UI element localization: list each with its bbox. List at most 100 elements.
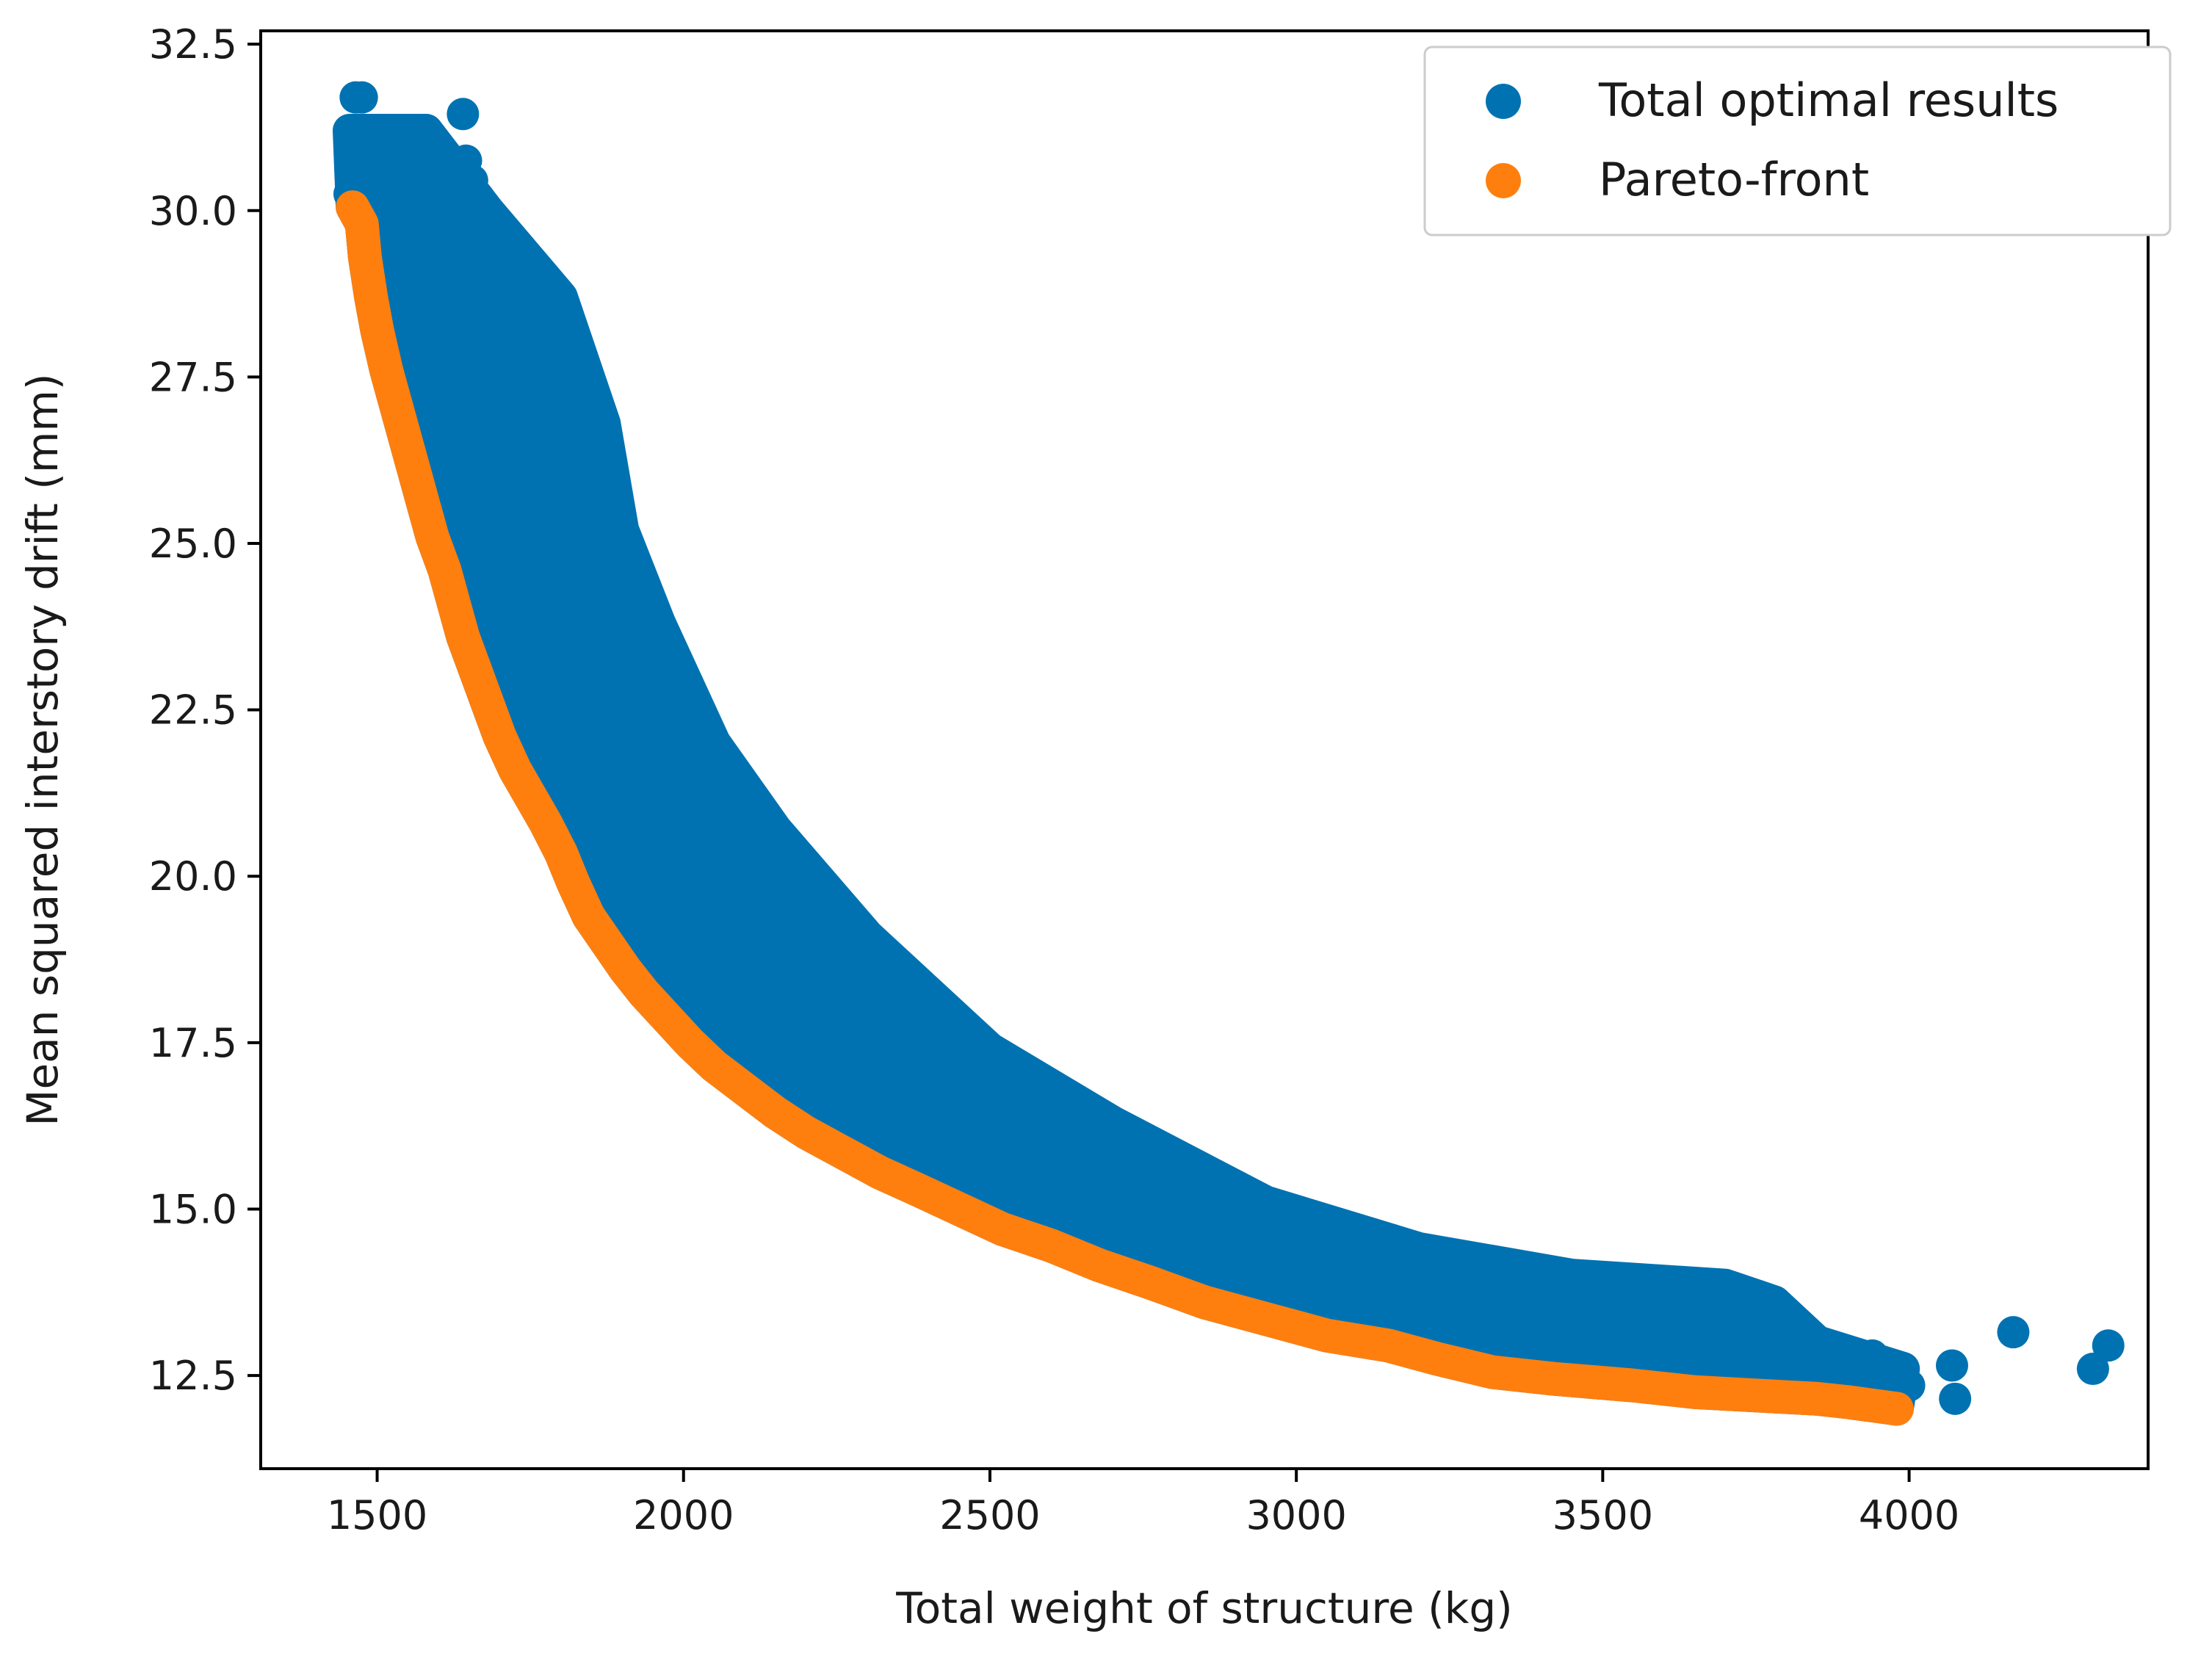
optimal-result-point (1586, 1279, 1619, 1312)
optimal-result-point (729, 867, 762, 900)
optimal-result-point (544, 587, 577, 620)
optimal-result-point (814, 980, 847, 1013)
optimal-result-point (1856, 1339, 1889, 1372)
optimal-result-point (397, 241, 430, 274)
legend-label-total-optimal-results: Total optimal results (1598, 73, 2059, 127)
legend: Total optimal results Pareto-front (1423, 46, 2172, 236)
x-tick-label: 2000 (633, 1492, 734, 1538)
optimal-result-point (575, 673, 608, 706)
optimal-result-point (483, 460, 516, 493)
optimal-result-point (1513, 1273, 1546, 1306)
optimal-result-point (599, 527, 632, 560)
y-tick-label: 27.5 (149, 354, 237, 400)
optimal-result-point (507, 441, 541, 474)
optimal-result-point (1819, 1342, 1852, 1375)
optimal-result-point (407, 134, 440, 167)
optimal-result-point (710, 826, 743, 859)
y-tick-label: 30.0 (149, 188, 237, 234)
optimal-result-point (643, 654, 676, 687)
legend-marker-pareto-front (1486, 163, 1521, 198)
optimal-result-point (1304, 1232, 1337, 1265)
pareto-front-line (336, 190, 1914, 1426)
y-tick-label: 22.5 (149, 687, 237, 734)
optimal-result-point (1935, 1349, 1968, 1382)
x-tick-label: 1500 (327, 1492, 427, 1538)
optimal-result-point (784, 947, 817, 980)
optimal-result-point (630, 620, 663, 653)
x-tick-label: 3000 (1246, 1492, 1346, 1538)
optimal-result-point (1084, 1160, 1117, 1193)
optimal-result-point (1660, 1286, 1693, 1319)
y-tick-label: 20.0 (149, 853, 237, 900)
optimal-result-point (447, 98, 480, 131)
optimal-result-point (1439, 1259, 1472, 1292)
optimal-result-point (1709, 1325, 1742, 1359)
x-axis-label: Total weight of structure (kg) (895, 1583, 1513, 1633)
x-axis: 1500 2000 2500 3000 3500 4000 (327, 1469, 1959, 1538)
optimal-result-point (851, 1086, 884, 1119)
legend-marker-total-optimal-results (1486, 84, 1521, 119)
optimal-result-point (888, 1046, 921, 1079)
optimal-result-point (973, 1113, 1006, 1146)
optimal-result-point (538, 400, 571, 433)
y-tick-label: 32.5 (149, 21, 237, 68)
optimal-result-point (434, 221, 467, 254)
series-total-optimal-results (333, 81, 2125, 1415)
plot-frame (259, 29, 2150, 1470)
optimal-result-point (925, 1079, 958, 1113)
optimal-result-point (1433, 1292, 1466, 1325)
optimal-result-point (1647, 1339, 1680, 1372)
optimal-result-point (851, 1013, 884, 1046)
optimal-result-point (1372, 1245, 1405, 1278)
optimal-result-point (1997, 1316, 2030, 1349)
optimal-result-point (753, 900, 786, 933)
optimal-result-point (1022, 1132, 1055, 1165)
optimal-result-point (526, 320, 559, 353)
optimal-result-point (1231, 1212, 1264, 1245)
optimal-result-point (943, 1139, 976, 1172)
optimal-result-point (563, 620, 596, 653)
y-tick-label: 25.0 (149, 521, 237, 567)
x-tick-label: 3500 (1553, 1492, 1653, 1538)
optimal-result-point (422, 194, 455, 227)
optimal-result-point (345, 81, 378, 114)
optimal-result-point (496, 287, 529, 320)
optimal-result-point (593, 734, 626, 766)
x-tick-label: 4000 (1859, 1492, 1959, 1538)
optimal-result-point (1709, 1286, 1742, 1319)
optimal-result-point (2076, 1353, 2109, 1386)
plot-area (332, 81, 2125, 1426)
optimal-result-point (569, 420, 602, 453)
x-tick-label: 2500 (939, 1492, 1040, 1538)
optimal-result-point (685, 793, 718, 826)
y-axis-label: Mean squared interstory drift (mm) (18, 373, 68, 1126)
optimal-result-point (1310, 1266, 1343, 1299)
optimal-result-point (459, 314, 492, 347)
optimal-result-point (1939, 1382, 1972, 1415)
optimal-result-point (661, 820, 694, 853)
optimal-result-point (1574, 1306, 1607, 1339)
optimal-result-point (391, 187, 424, 220)
optimal-result-point (1678, 1312, 1711, 1345)
y-tick-label: 17.5 (149, 1020, 237, 1066)
optimal-result-point (1188, 1239, 1221, 1272)
optimal-result-point (673, 753, 706, 786)
optimal-result-point (1066, 1193, 1099, 1226)
optimal-result-point (716, 919, 749, 952)
y-tick-label: 12.5 (149, 1353, 237, 1399)
optimal-result-point (789, 1026, 823, 1059)
optimal-result-point (462, 181, 495, 214)
optimal-result-point (655, 693, 688, 726)
legend-box (1423, 46, 2172, 236)
optimal-result-point (483, 328, 516, 361)
optimal-result-point (581, 474, 614, 507)
legend-label-pareto-front: Pareto-front (1599, 153, 1869, 206)
optimal-result-point (2092, 1329, 2125, 1362)
optimal-result-point (1746, 1289, 1779, 1322)
y-tick-label: 15.0 (149, 1186, 237, 1232)
optimal-result-point (1157, 1186, 1190, 1219)
optimal-result-point (1758, 1339, 1791, 1372)
optimal-result-point (355, 134, 388, 167)
optimal-result-point (557, 547, 590, 580)
